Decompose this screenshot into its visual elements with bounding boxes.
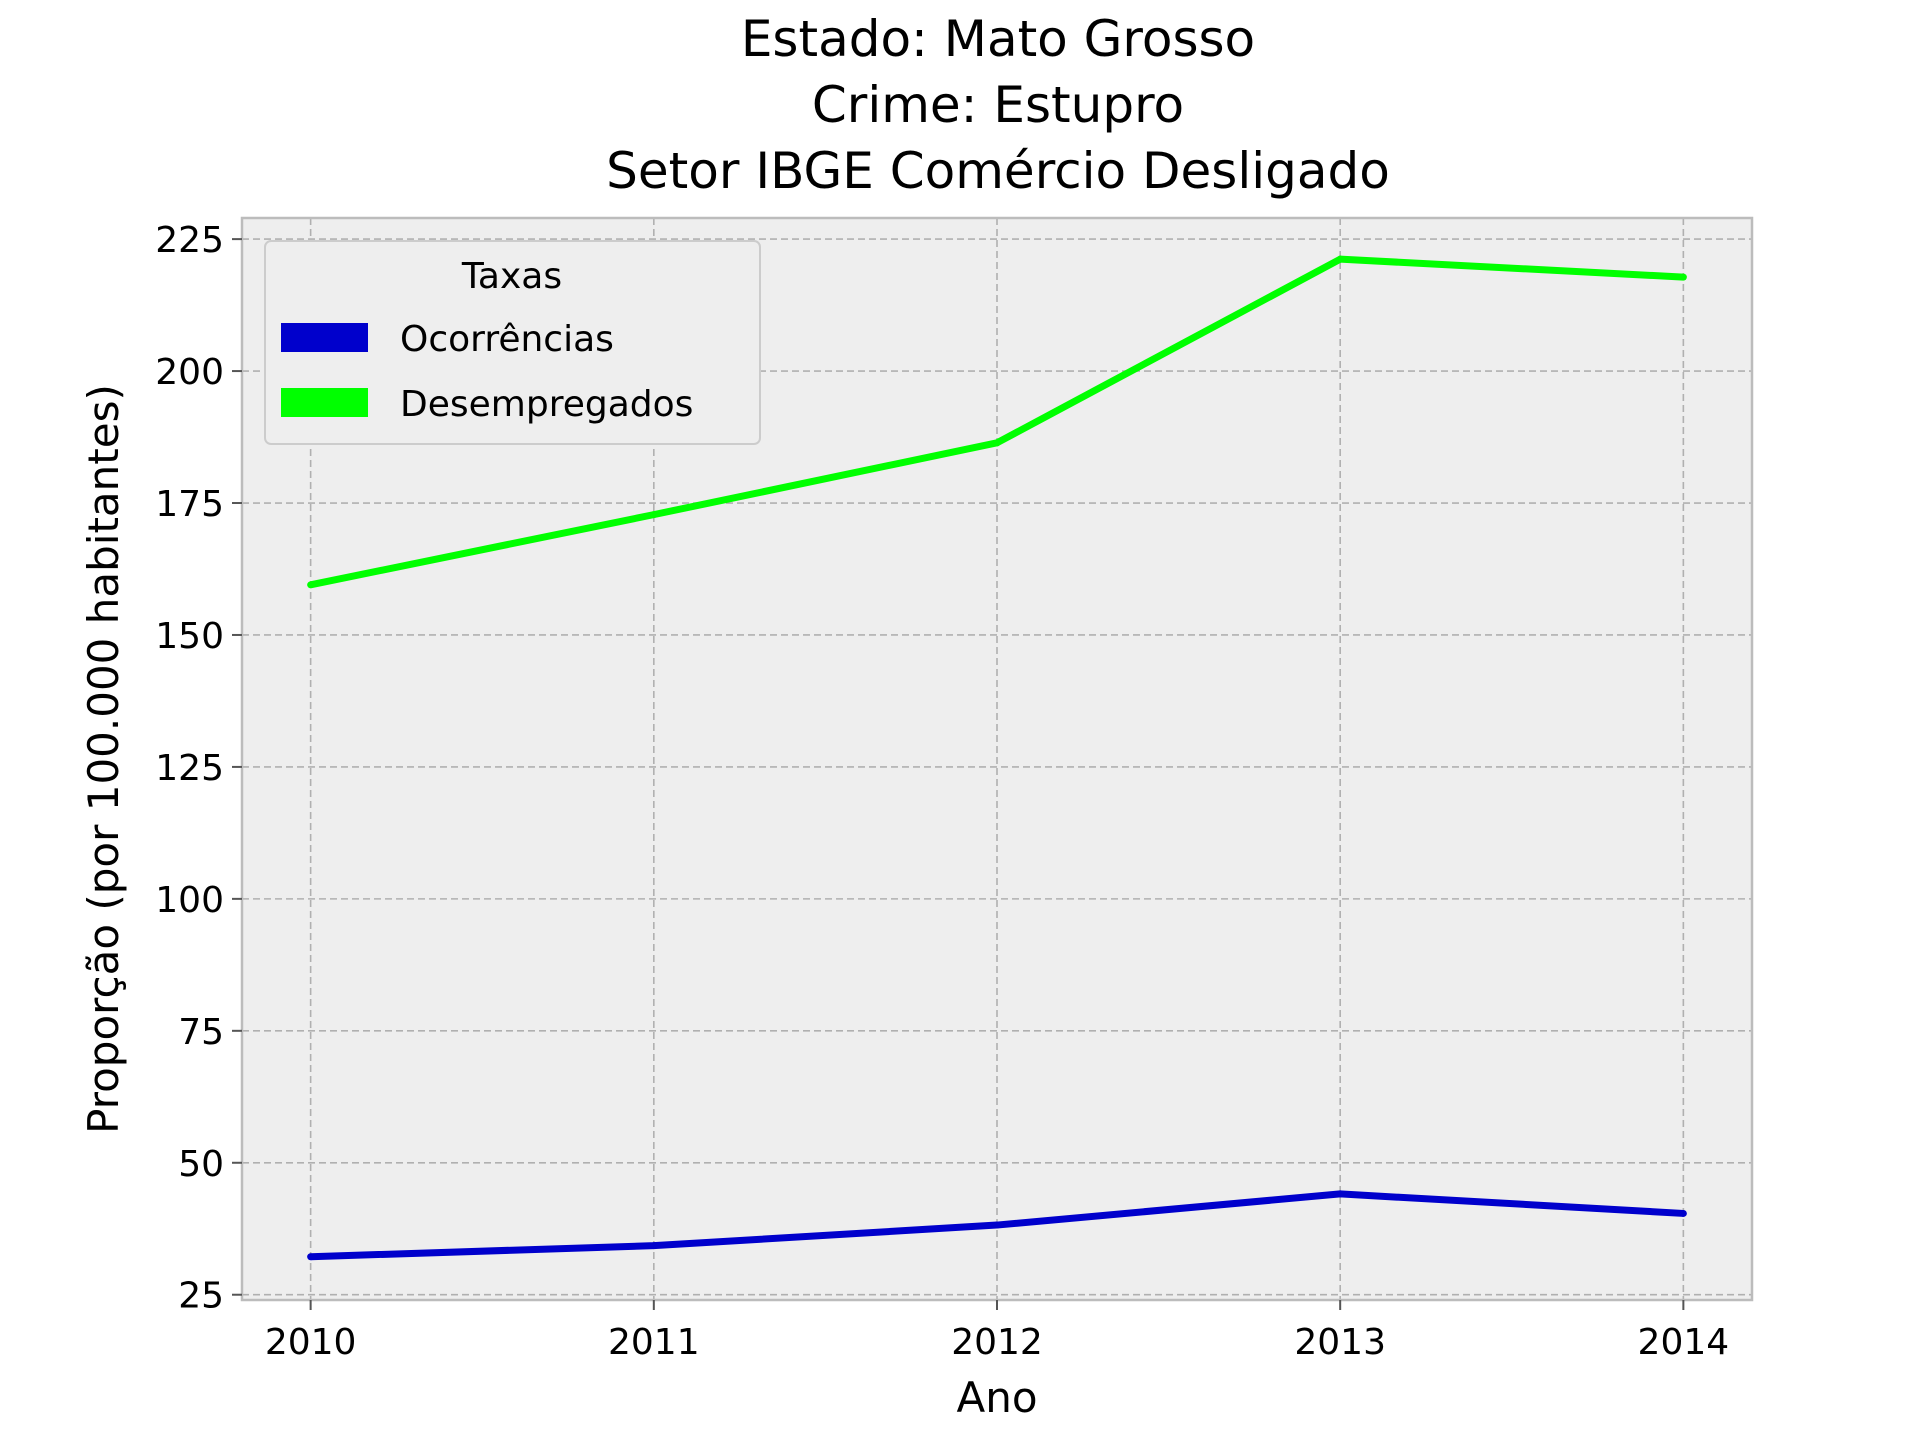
legend: Taxas Ocorrências Desempregados (264, 240, 761, 445)
legend-swatch-ocorrencias (281, 323, 368, 352)
x-tick-label: 2013 (1294, 1322, 1386, 1363)
series-lines (307, 255, 1687, 1261)
data-point-desempregados (993, 439, 1001, 447)
data-point-ocorrencias (1336, 1190, 1344, 1198)
y-tick-label: 150 (155, 616, 224, 657)
x-tick-label: 2014 (1638, 1322, 1730, 1363)
x-tick-label: 2012 (951, 1322, 1043, 1363)
legend-label-desempregados: Desempregados (400, 384, 693, 425)
legend-title: Taxas (461, 256, 562, 297)
y-tick-label: 175 (155, 484, 224, 525)
data-point-ocorrencias (1679, 1209, 1687, 1217)
legend-box (264, 240, 761, 445)
y-tick-label: 225 (155, 220, 224, 261)
y-tick-label: 125 (155, 748, 224, 789)
title-line-3: Setor IBGE Comércio Desligado (606, 142, 1390, 200)
y-tick-label: 50 (178, 1144, 224, 1185)
y-tick-label: 25 (178, 1276, 224, 1317)
title-line-1: Estado: Mato Grosso (741, 10, 1255, 68)
y-tick-label: 200 (155, 352, 224, 393)
data-point-desempregados (1336, 255, 1344, 263)
legend-label-ocorrencias: Ocorrências (400, 319, 614, 360)
data-point-desempregados (307, 581, 315, 589)
x-tick-label: 2010 (265, 1322, 357, 1363)
chart-title: Estado: Mato Grosso Crime: Estupro Setor… (606, 10, 1390, 200)
y-axis-label: Proporção (por 100.000 habitantes) (79, 384, 128, 1134)
data-point-desempregados (1679, 273, 1687, 281)
data-point-desempregados (650, 511, 658, 519)
y-tick-label: 100 (155, 880, 224, 921)
data-point-ocorrencias (993, 1221, 1001, 1229)
x-tick-label: 2011 (608, 1322, 700, 1363)
title-line-2: Crime: Estupro (812, 76, 1184, 134)
grid (242, 218, 1752, 1300)
axis-ticks: 2010 2011 2012 2013 2014 25 50 75 100 125 150 175 20… (155, 220, 1729, 1363)
data-point-ocorrencias (307, 1253, 315, 1261)
x-axis-label: Ano (956, 1373, 1037, 1422)
legend-swatch-desempregados (281, 388, 368, 417)
data-point-ocorrencias (650, 1242, 658, 1250)
y-tick-label: 75 (178, 1012, 224, 1053)
